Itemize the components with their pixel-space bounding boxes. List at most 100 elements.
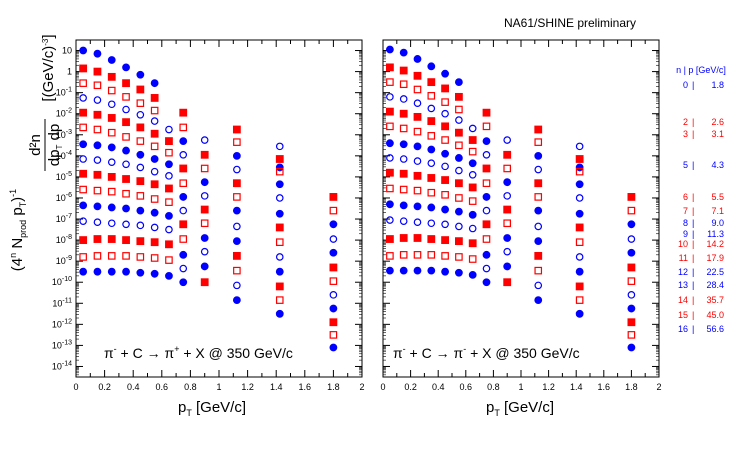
data-point bbox=[79, 140, 88, 149]
data-point bbox=[482, 220, 491, 229]
data-point bbox=[482, 108, 491, 117]
data-point bbox=[107, 56, 116, 64]
data-point bbox=[136, 70, 145, 79]
y-axis-unit: [(GeV/c)-3] bbox=[40, 34, 57, 101]
legend-n: 0 bbox=[683, 80, 688, 90]
data-point bbox=[468, 270, 477, 279]
data-point bbox=[399, 234, 408, 242]
data-point bbox=[79, 123, 87, 132]
data-point bbox=[427, 266, 436, 275]
data-point bbox=[93, 67, 102, 76]
data-point bbox=[386, 93, 394, 101]
legend-bar: | bbox=[692, 229, 694, 239]
data-point bbox=[575, 223, 584, 232]
data-point bbox=[482, 164, 491, 173]
data-point bbox=[93, 218, 102, 226]
legend-n: 15 bbox=[678, 310, 688, 320]
legend-bar: | bbox=[692, 192, 694, 202]
data-point bbox=[200, 192, 209, 200]
legend-p: 4.3 bbox=[711, 160, 724, 170]
x-tick-label: 1 bbox=[216, 382, 221, 392]
data-point bbox=[413, 266, 422, 275]
data-point bbox=[107, 187, 116, 196]
data-point bbox=[136, 150, 145, 159]
y-axis-fraction: d²n dpT dp bbox=[27, 119, 64, 171]
data-point bbox=[107, 72, 116, 81]
y-tick-label: 10-6 bbox=[56, 192, 72, 203]
data-point bbox=[386, 200, 394, 209]
data-point bbox=[413, 218, 422, 226]
data-point bbox=[107, 235, 116, 243]
data-point bbox=[79, 155, 87, 163]
data-point bbox=[441, 98, 449, 106]
data-point bbox=[165, 172, 173, 180]
data-point bbox=[455, 207, 463, 216]
data-point bbox=[179, 150, 188, 159]
data-point bbox=[179, 164, 188, 173]
data-point bbox=[122, 160, 130, 169]
x-tick-label: 0.4 bbox=[127, 382, 140, 392]
data-point bbox=[150, 238, 159, 247]
data-point bbox=[427, 104, 436, 113]
data-point bbox=[232, 237, 241, 246]
data-point bbox=[275, 142, 284, 151]
data-point bbox=[275, 180, 284, 189]
data-point bbox=[482, 206, 491, 215]
data-point bbox=[329, 291, 338, 299]
data-point bbox=[79, 64, 88, 73]
data-point bbox=[122, 175, 130, 183]
data-point bbox=[534, 222, 543, 231]
data-point bbox=[441, 162, 449, 171]
data-point bbox=[427, 78, 436, 87]
data-point bbox=[122, 267, 130, 276]
legend: n | p [GeV/c] 0 | 1.8 2 | 2.6 3 | 3.1 5 | 4.3 6 | 5.5 7 |… bbox=[676, 65, 726, 334]
data-point bbox=[534, 296, 543, 305]
legend-bar: | bbox=[692, 129, 694, 139]
x-tick-label: 0 bbox=[73, 382, 78, 392]
data-point bbox=[534, 165, 543, 174]
data-point bbox=[233, 193, 241, 201]
data-point bbox=[455, 154, 463, 162]
data-point bbox=[150, 129, 159, 138]
data-point bbox=[575, 309, 584, 318]
data-point bbox=[441, 205, 450, 214]
data-point bbox=[150, 269, 159, 278]
data-point bbox=[627, 331, 636, 339]
data-point bbox=[455, 268, 463, 277]
data-point bbox=[107, 86, 116, 95]
x-tick-label: 1.8 bbox=[327, 382, 340, 392]
data-point bbox=[482, 193, 491, 201]
data-point bbox=[455, 166, 463, 175]
data-point bbox=[165, 125, 173, 134]
legend-bar: | bbox=[692, 160, 694, 170]
data-point bbox=[233, 266, 241, 275]
data-point bbox=[399, 185, 408, 194]
data-point bbox=[107, 100, 116, 109]
data-point bbox=[136, 268, 145, 277]
data-point bbox=[122, 118, 130, 127]
data-point bbox=[441, 236, 449, 244]
data-point bbox=[200, 136, 209, 144]
data-point bbox=[122, 204, 130, 213]
legend-n: 12 bbox=[678, 267, 688, 277]
data-point bbox=[136, 110, 145, 119]
data-point bbox=[329, 277, 338, 285]
data-point bbox=[503, 247, 512, 256]
y-tick-label: 10-5 bbox=[56, 171, 72, 182]
data-point bbox=[427, 235, 436, 243]
legend-bar: | bbox=[692, 206, 694, 216]
data-point bbox=[165, 198, 173, 206]
data-point bbox=[179, 206, 188, 215]
data-point bbox=[150, 208, 159, 217]
legend-p: 35.7 bbox=[706, 295, 724, 305]
data-point bbox=[441, 267, 450, 276]
data-point bbox=[427, 174, 436, 182]
data-point bbox=[427, 62, 436, 71]
data-point bbox=[455, 222, 463, 231]
data-point bbox=[79, 169, 88, 178]
data-point bbox=[329, 331, 338, 339]
x-tick-label: 0.2 bbox=[404, 382, 417, 392]
data-point bbox=[468, 147, 477, 156]
legend-bar: | bbox=[692, 324, 694, 334]
